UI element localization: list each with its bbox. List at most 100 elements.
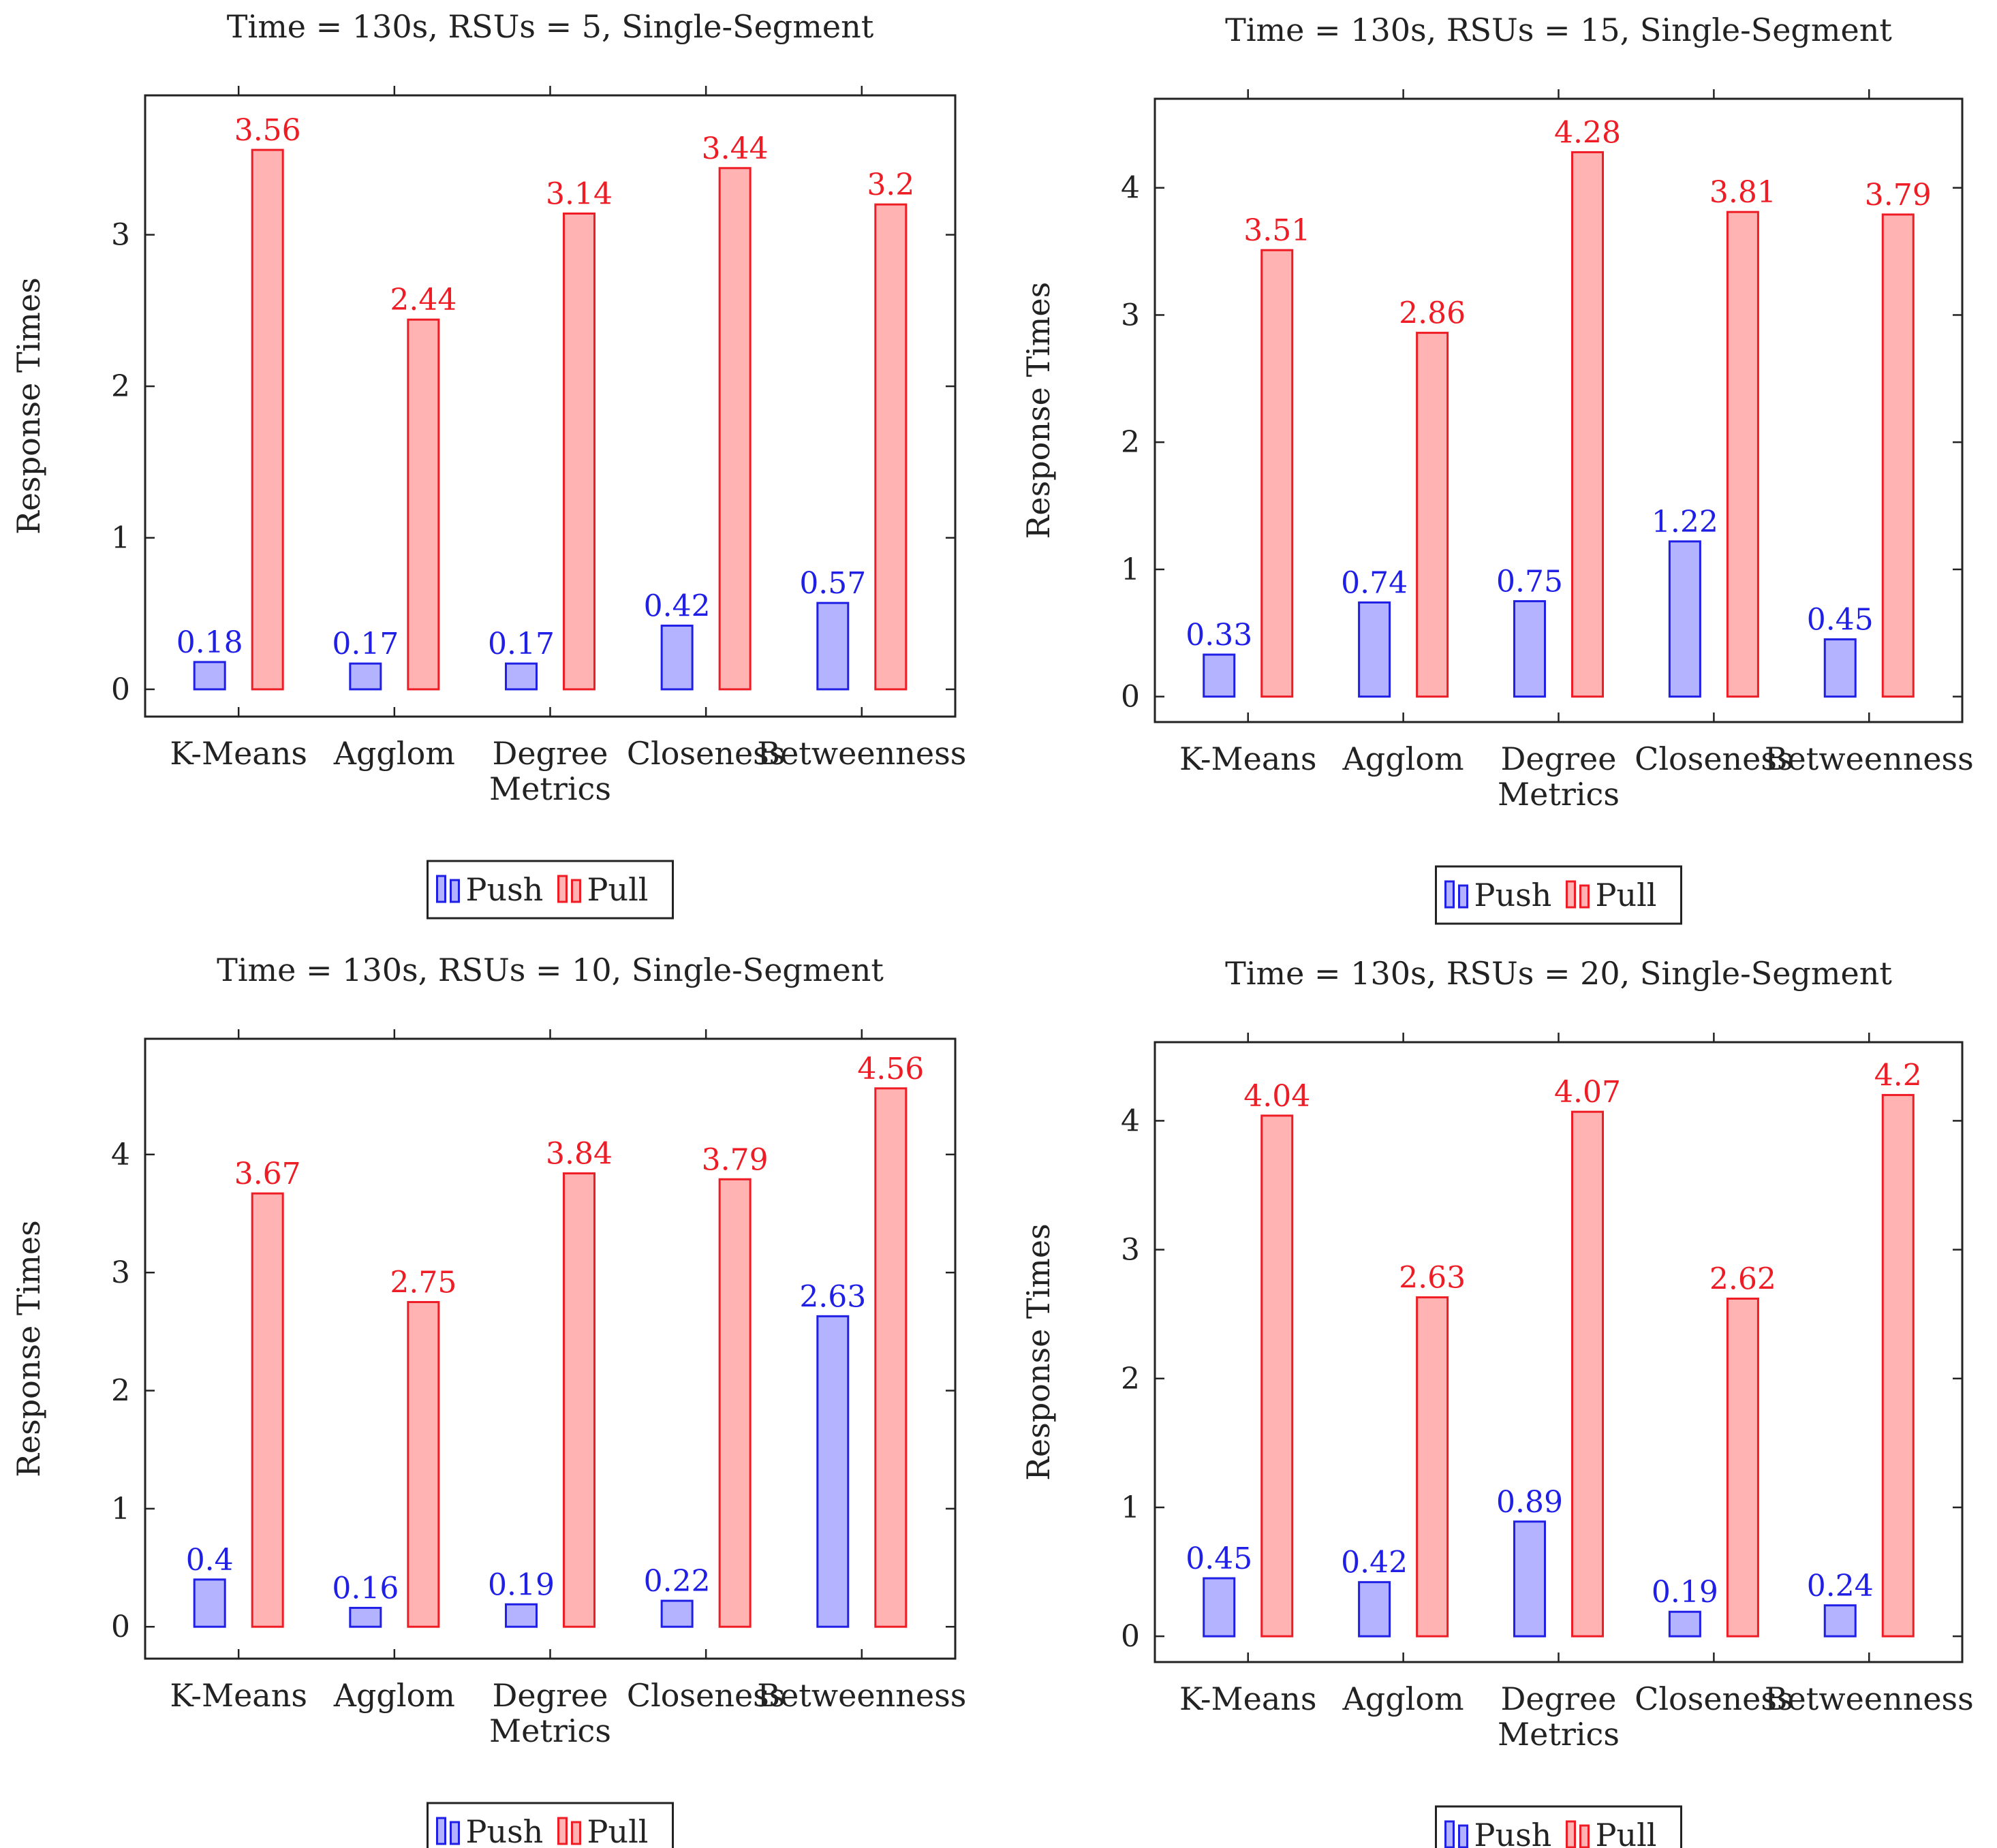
x-category-line: Degree [493, 735, 608, 772]
push-bar [1668, 1610, 1701, 1638]
legend-swatch-push-b [450, 1821, 460, 1845]
x-category-line: Degree [493, 1677, 608, 1714]
push-value-label: 0.18 [176, 625, 243, 660]
push-value-label: 0.19 [1652, 1575, 1718, 1610]
legend-swatch-push-b [450, 879, 460, 903]
push-value-label: 0.45 [1186, 1541, 1252, 1576]
pull-value-label: 3.67 [234, 1157, 301, 1191]
legend-box [427, 860, 674, 920]
legend-swatch-push-b [1458, 1824, 1468, 1848]
push-bar [660, 625, 694, 691]
pull-bar [563, 1172, 595, 1628]
x-category-label: K-Means [170, 1677, 307, 1714]
push-bar [505, 1603, 538, 1628]
pull-bar [407, 318, 440, 691]
push-value-label: 0.75 [1496, 565, 1563, 599]
push-value-label: 0.42 [644, 589, 711, 624]
legend-swatch-pull-b [571, 879, 581, 903]
push-value-label: 0.4 [186, 1543, 234, 1578]
pull-value-label: 2.63 [1399, 1261, 1466, 1296]
push-bar [1513, 600, 1546, 698]
y-tick-label: 2 [1121, 425, 1140, 460]
x-category-line: K-Means [170, 735, 307, 772]
chart-rsus-15: Time = 130s, RSUs = 15, Single-Segment Re… [1020, 12, 1974, 925]
push-bar [193, 661, 226, 691]
x-category-label: K-Means [1179, 740, 1317, 777]
y-axis-label: Response Times [10, 277, 47, 535]
x-category-line: K-Means [1179, 1680, 1317, 1717]
x-category-line: Betweenness [757, 1677, 966, 1714]
legend-swatch-pull-b [571, 1821, 581, 1845]
pull-bar [874, 203, 908, 691]
pull-value-label: 3.79 [1865, 178, 1932, 213]
x-category-label: Betweenness [1765, 740, 1974, 777]
y-tick-label: 4 [1121, 171, 1140, 206]
x-category-label: K-Means [1179, 1680, 1317, 1717]
x-category-label: Degree Metrics [489, 735, 611, 807]
x-category-label: Closeness [1635, 740, 1793, 777]
pull-value-label: 4.07 [1554, 1075, 1621, 1110]
chart-title: Time = 130s, RSUs = 10, Single-Segment [217, 952, 884, 988]
push-bar [349, 1606, 382, 1628]
pull-bar [1726, 1297, 1759, 1638]
x-category-line: Agglom [1342, 740, 1464, 777]
x-category-label: Degree Metrics [1498, 740, 1620, 813]
y-tick-label: 1 [111, 1492, 130, 1526]
push-value-label: 1.22 [1652, 505, 1718, 539]
x-category-label: Agglom [333, 735, 455, 772]
x-category-line: Closeness [627, 1677, 786, 1714]
y-tick-label: 3 [1121, 298, 1140, 332]
legend-swatch-pull [557, 875, 568, 903]
y-tick-label: 3 [111, 218, 130, 253]
y-tick-label: 0 [1121, 680, 1140, 715]
push-bar [1203, 1577, 1236, 1638]
y-tick-label: 2 [1121, 1362, 1140, 1396]
legend-label-pull: Pull [1596, 1817, 1657, 1848]
push-value-label: 0.42 [1341, 1546, 1408, 1580]
x-category-label: Closeness [627, 1677, 786, 1714]
x-category-line: Metrics [1498, 776, 1620, 813]
pull-value-label: 2.86 [1399, 296, 1466, 331]
legend-swatch-pull [557, 1817, 568, 1845]
x-category-line: Closeness [1635, 740, 1793, 777]
x-category-line: Agglom [333, 735, 455, 772]
push-value-label: 0.89 [1496, 1485, 1563, 1520]
push-bar [1823, 1604, 1857, 1638]
pull-value-label: 4.2 [1874, 1059, 1922, 1093]
pull-bar [1726, 210, 1759, 698]
x-category-line: K-Means [1179, 740, 1317, 777]
push-value-label: 0.45 [1807, 603, 1874, 638]
legend-swatch-pull [1566, 880, 1576, 909]
pull-bar [1881, 1094, 1915, 1638]
x-category-label: Betweenness [757, 1677, 966, 1714]
x-category-line: K-Means [170, 1677, 307, 1714]
y-tick-label: 1 [111, 521, 130, 556]
x-category-label: Agglom [1342, 1680, 1464, 1717]
chart-title: Time = 130s, RSUs = 20, Single-Segment [1225, 955, 1892, 992]
pull-bar [407, 1301, 440, 1628]
pull-bar [718, 1178, 752, 1628]
push-bar [816, 601, 850, 691]
x-category-line: Betweenness [1765, 740, 1974, 777]
pull-value-label: 3.51 [1243, 213, 1310, 248]
x-category-label: Degree Metrics [489, 1677, 611, 1749]
y-tick-label: 4 [1121, 1103, 1140, 1138]
legend-swatch-push [1444, 1820, 1455, 1848]
chart-rsus-20: Time = 130s, RSUs = 20, Single-Segment Re… [1020, 955, 1974, 1848]
legend-swatch-push-b [1458, 884, 1468, 909]
push-bar [1513, 1520, 1546, 1638]
push-value-label: 0.17 [488, 627, 555, 661]
legend-swatch-pull [1566, 1820, 1576, 1848]
pull-bar [1571, 151, 1604, 698]
pull-value-label: 3.84 [546, 1137, 613, 1172]
chart-rsus-10: Time = 130s, RSUs = 10, Single-Segment Re… [10, 952, 966, 1848]
x-category-label: Closeness [627, 735, 786, 772]
push-value-label: 0.19 [488, 1567, 555, 1602]
pull-value-label: 3.14 [546, 177, 613, 212]
x-category-line: Agglom [333, 1677, 455, 1714]
push-bar [1358, 601, 1391, 698]
push-bar [1358, 1581, 1391, 1638]
chart-title: Time = 130s, RSUs = 5, Single-Segment [227, 8, 874, 45]
pull-bar [1260, 1114, 1294, 1638]
x-category-line: Metrics [1498, 1716, 1620, 1753]
